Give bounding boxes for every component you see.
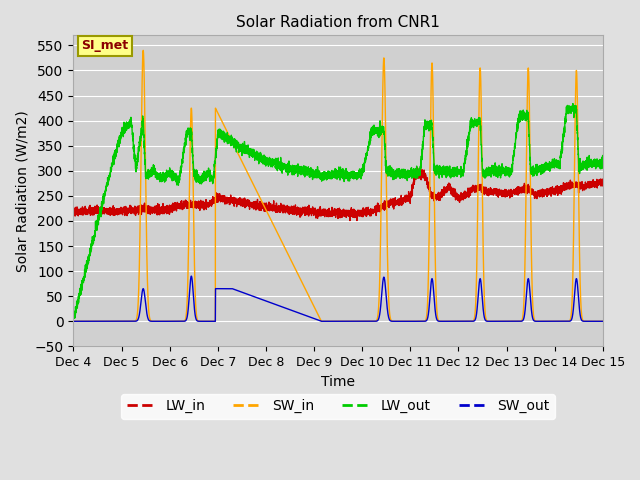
Legend: LW_in, SW_in, LW_out, SW_out: LW_in, SW_in, LW_out, SW_out xyxy=(121,394,556,419)
Title: Solar Radiation from CNR1: Solar Radiation from CNR1 xyxy=(236,15,440,30)
Text: SI_met: SI_met xyxy=(81,39,129,52)
Y-axis label: Solar Radiation (W/m2): Solar Radiation (W/m2) xyxy=(15,110,29,272)
X-axis label: Time: Time xyxy=(321,374,355,389)
